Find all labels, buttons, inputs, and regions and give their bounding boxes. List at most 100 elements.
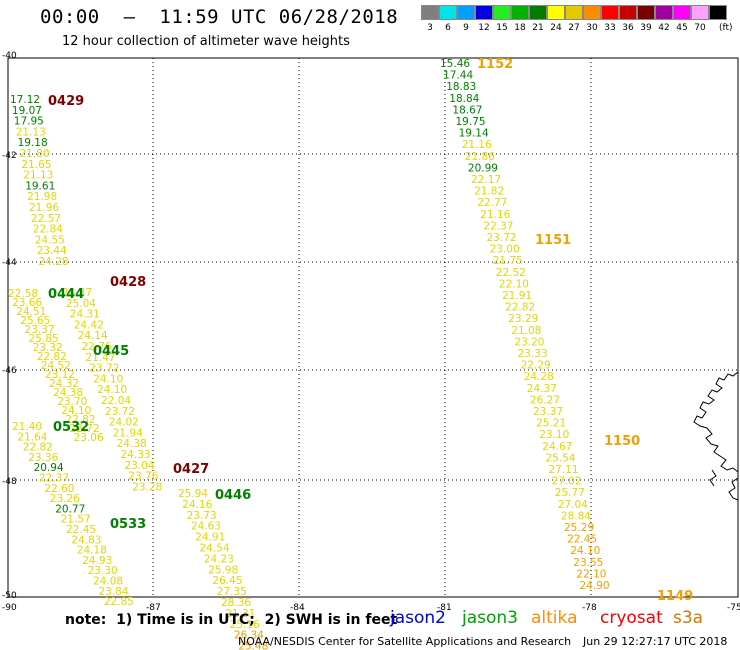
- swh-value: 19.75: [456, 116, 486, 128]
- swh-value: 22.10: [576, 568, 606, 580]
- swh-value: 24.93: [82, 555, 112, 567]
- swh-value: 24.02: [109, 417, 139, 429]
- swh-value: 22.04: [101, 395, 131, 407]
- swh-value: 22.45: [567, 534, 597, 546]
- satellite-cryosat: cryosat: [600, 608, 663, 628]
- swh-value: 25.16: [230, 619, 260, 631]
- longitude-label: -87: [146, 603, 161, 613]
- legend-swatch: [709, 5, 727, 20]
- swh-value: 24.83: [71, 534, 101, 546]
- swh-value: 22.84: [33, 224, 63, 236]
- swh-value: 24.32: [49, 378, 79, 390]
- pass-label: 1150: [604, 434, 640, 449]
- legend-label: 24: [550, 23, 562, 33]
- swh-value: 23.04: [124, 460, 154, 472]
- pass-label: 0533: [110, 517, 146, 532]
- pass-label: 0427: [173, 462, 209, 477]
- swh-value: 23.37: [24, 324, 54, 336]
- longitude-label: -90: [2, 603, 17, 613]
- swh-value: 22.72: [70, 423, 100, 435]
- swh-value: 27.35: [217, 586, 247, 598]
- swh-value: 22.37: [39, 473, 69, 485]
- swh-value: 21.91: [502, 290, 532, 302]
- swh-value: 24.31: [70, 309, 100, 321]
- legend-label: 3: [427, 23, 433, 33]
- swh-value: 20.99: [468, 162, 498, 174]
- coastline: [728, 477, 739, 501]
- swh-value: 23.12: [45, 369, 75, 381]
- legend-label: 42: [658, 23, 670, 33]
- latitude-label: -46: [2, 366, 17, 376]
- swh-value: 23.30: [88, 565, 118, 577]
- map-subtitle: 12 hour collection of altimeter wave hei…: [62, 34, 350, 49]
- swh-value: 23.28: [132, 481, 162, 493]
- swh-value: 24.91: [195, 532, 225, 544]
- pass-label: 0428: [110, 275, 146, 290]
- swh-value: 24.10: [570, 545, 600, 557]
- swh-value: 21.13: [23, 170, 53, 182]
- latitude-label: -48: [2, 477, 17, 487]
- legend-swatch: [619, 5, 637, 20]
- swh-value: 20.94: [34, 462, 64, 474]
- legend-swatch: [457, 5, 475, 20]
- island-outline: [709, 469, 717, 487]
- swh-value: 23.84: [98, 586, 128, 598]
- swh-value: 21.16: [462, 139, 492, 151]
- swh-value: 22.10: [499, 278, 529, 290]
- swh-value: 23.33: [518, 348, 548, 360]
- swh-value: 15.46: [440, 58, 470, 70]
- swh-value: 27.11: [549, 464, 579, 476]
- swh-value: 22.85: [104, 596, 134, 608]
- legend-label: 39: [640, 23, 652, 33]
- pass-label: 0532: [53, 420, 89, 435]
- longitude-label: -81: [437, 603, 452, 613]
- swh-value: 25.85: [29, 333, 59, 345]
- swh-value: 22.37: [483, 220, 513, 232]
- swh-value: 17.12: [10, 94, 40, 106]
- legend-label: 30: [586, 23, 598, 33]
- swh-value: 19.07: [12, 105, 42, 117]
- legend-swatch: [493, 5, 511, 20]
- swh-value: 24.16: [182, 499, 212, 511]
- legend-swatch: [511, 5, 529, 20]
- swh-value: 24.38: [117, 438, 147, 450]
- swh-value: 22.52: [496, 267, 526, 279]
- legend-label: 6: [445, 23, 451, 33]
- legend-swatch: [691, 5, 709, 20]
- swh-value: 26.27: [530, 394, 560, 406]
- swh-value: 24.63: [191, 521, 221, 533]
- legend-swatch: [475, 5, 493, 20]
- map-title: 00:00 – 11:59 UTC 06/28/2018: [40, 6, 399, 28]
- swh-value: 25.98: [208, 564, 238, 576]
- latitude-label: -44: [2, 258, 17, 268]
- legend-label: 33: [604, 23, 616, 33]
- swh-value: 25.94: [178, 488, 208, 500]
- swh-value: 25.77: [555, 487, 585, 499]
- swh-value: 27.04: [558, 499, 588, 511]
- swh-value: 21.80: [20, 148, 50, 160]
- swh-value: 21.16: [480, 209, 510, 221]
- swh-value: 19.18: [18, 137, 48, 149]
- swh-value: 24.52: [41, 360, 71, 372]
- swh-value: 21.65: [21, 159, 51, 171]
- pass-label: 1151: [535, 233, 571, 248]
- legend-swatch: [565, 5, 583, 20]
- swh-value: 24.10: [97, 384, 127, 396]
- legend-swatch: [673, 5, 691, 20]
- swh-value: 24.37: [62, 287, 92, 299]
- swh-value: 21.82: [474, 186, 504, 198]
- satellite-altika: altika: [531, 608, 578, 628]
- swh-value: 22.76: [82, 341, 112, 353]
- swh-value: 25.65: [20, 315, 50, 327]
- swh-value: 23.36: [28, 452, 58, 464]
- swh-value: 21.86: [465, 151, 495, 163]
- swh-value: 22.82: [65, 414, 95, 426]
- swh-value: 24.38: [53, 387, 83, 399]
- swh-value: 24.14: [78, 330, 108, 342]
- swh-value: 23.29: [508, 313, 538, 325]
- pass-label: 1149: [657, 589, 693, 604]
- swh-value: 21.40: [12, 421, 42, 433]
- swh-value: 24.54: [200, 543, 230, 555]
- swh-value: 23.26: [50, 493, 80, 505]
